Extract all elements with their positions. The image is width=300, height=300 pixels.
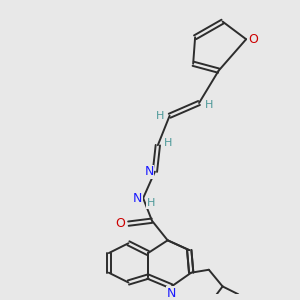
Text: O: O xyxy=(116,217,125,230)
Text: H: H xyxy=(164,138,172,148)
Text: N: N xyxy=(133,192,142,205)
Text: H: H xyxy=(205,100,213,110)
Text: H: H xyxy=(147,198,155,208)
Text: H: H xyxy=(156,111,164,121)
Text: O: O xyxy=(248,33,258,46)
Text: N: N xyxy=(167,287,176,300)
Text: N: N xyxy=(144,165,154,178)
